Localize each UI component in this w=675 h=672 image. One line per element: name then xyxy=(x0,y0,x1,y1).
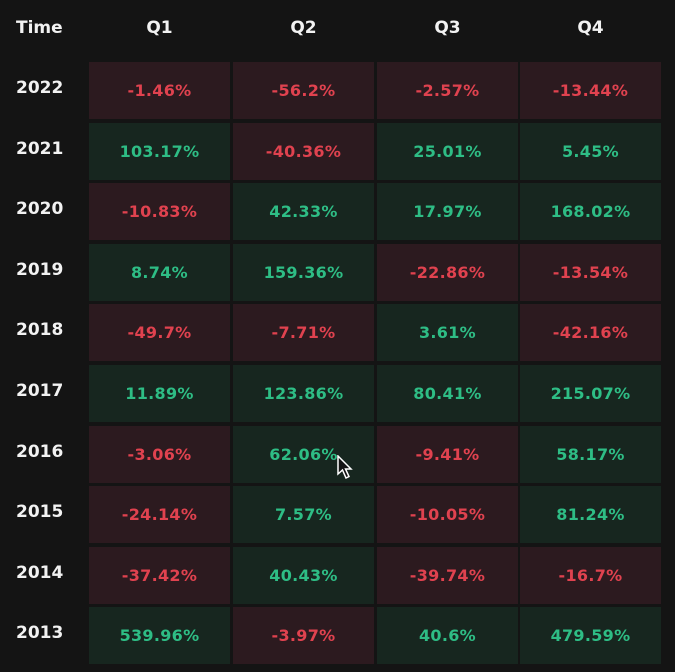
return-cell: -40.36% xyxy=(233,122,374,180)
header-cell: Q3 xyxy=(434,18,461,38)
year-label: 2014 xyxy=(16,562,64,583)
return-cell: -13.44% xyxy=(520,62,661,119)
return-cell: -3.97% xyxy=(233,607,374,665)
return-cell: 11.89% xyxy=(89,365,230,422)
return-cell: -22.86% xyxy=(377,243,518,301)
return-cell: -1.46% xyxy=(89,62,230,119)
return-cell: 17.97% xyxy=(377,183,518,241)
return-cell: 58.17% xyxy=(520,425,661,483)
return-cell: 123.86% xyxy=(233,365,374,422)
return-cell: -16.7% xyxy=(520,546,661,604)
return-cell: 81.24% xyxy=(520,486,661,544)
return-cell: 168.02% xyxy=(520,183,661,241)
return-cell: 25.01% xyxy=(377,122,518,180)
header-cell: Q1 xyxy=(146,18,173,38)
year-label: 2015 xyxy=(16,502,64,523)
return-cell: 42.33% xyxy=(233,183,374,241)
return-cell: -10.05% xyxy=(377,486,518,544)
return-cell: 479.59% xyxy=(520,607,661,665)
return-cell: -56.2% xyxy=(233,62,374,119)
return-cell: 8.74% xyxy=(89,243,230,301)
return-cell: -37.42% xyxy=(89,546,230,604)
year-label: 2022 xyxy=(16,78,64,98)
return-cell: -7.71% xyxy=(233,304,374,362)
return-cell: -2.57% xyxy=(377,62,518,119)
return-cell: 159.36% xyxy=(233,243,374,301)
header-cell: Time xyxy=(16,18,63,38)
year-label: 2013 xyxy=(16,623,64,644)
return-cell: -3.06% xyxy=(89,425,230,483)
return-cell: -13.54% xyxy=(520,243,661,301)
return-cell: -9.41% xyxy=(377,425,518,483)
return-cell: 40.43% xyxy=(233,546,374,604)
return-cell: 103.17% xyxy=(89,122,230,180)
return-cell: 40.6% xyxy=(377,607,518,665)
return-cell: 3.61% xyxy=(377,304,518,362)
header-cell: Q4 xyxy=(577,18,604,38)
return-cell: -42.16% xyxy=(520,304,661,362)
year-label: 2017 xyxy=(16,381,64,401)
return-cell: -49.7% xyxy=(89,304,230,362)
return-cell: 62.06% xyxy=(233,425,374,483)
year-label: 2019 xyxy=(16,259,64,280)
mouse-cursor xyxy=(337,455,353,480)
return-cell: -10.83% xyxy=(89,183,230,241)
year-label: 2020 xyxy=(16,199,64,220)
return-cell: 539.96% xyxy=(89,607,230,665)
return-cell: -39.74% xyxy=(377,546,518,604)
return-cell: 215.07% xyxy=(520,365,661,422)
return-cell: 7.57% xyxy=(233,486,374,544)
year-label: 2016 xyxy=(16,441,64,462)
year-label: 2018 xyxy=(16,320,64,341)
return-cell: -24.14% xyxy=(89,486,230,544)
year-label: 2021 xyxy=(16,138,64,159)
header-cell: Q2 xyxy=(290,18,317,38)
return-cell: 5.45% xyxy=(520,122,661,180)
return-cell: 80.41% xyxy=(377,365,518,422)
